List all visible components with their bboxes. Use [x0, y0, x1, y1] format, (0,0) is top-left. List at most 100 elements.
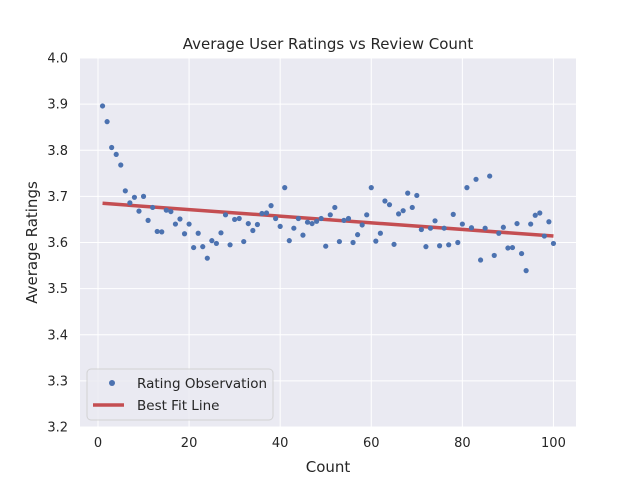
rating-point — [332, 204, 338, 211]
rating-point — [423, 244, 429, 250]
x-tick-label: 0 — [94, 436, 102, 451]
rating-point — [314, 218, 320, 224]
x-tick-label: 100 — [541, 436, 566, 451]
rating-point — [368, 185, 374, 191]
rating-point — [291, 225, 297, 231]
y-tick-label: 3.3 — [47, 374, 68, 389]
x-axis-title: Count — [306, 458, 351, 476]
y-tick-label: 3.4 — [47, 328, 68, 343]
rating-point — [222, 212, 229, 218]
rating-point — [227, 242, 233, 248]
rating-point — [204, 255, 210, 261]
rating-point — [273, 215, 279, 222]
rating-point — [309, 220, 315, 227]
y-tick-label: 3.9 — [47, 98, 68, 113]
rating-point — [359, 222, 365, 228]
rating-point — [532, 212, 538, 218]
rating-point — [145, 217, 151, 223]
best-fit-line — [102, 201, 554, 238]
rating-point — [546, 219, 552, 225]
rating-point — [327, 212, 333, 218]
rating-point — [336, 238, 342, 245]
rating-point — [446, 242, 452, 248]
rating-point — [254, 221, 261, 228]
x-tick-labels: 0 20 40 60 80 100 — [94, 436, 566, 451]
rating-point — [487, 173, 493, 179]
rating-point — [209, 238, 215, 244]
rating-point — [113, 151, 119, 158]
rating-point — [345, 215, 352, 222]
rating-point — [427, 225, 434, 231]
rating-point — [159, 229, 165, 235]
rating-point — [450, 211, 456, 217]
rating-point — [109, 144, 115, 151]
x-tick-label: 40 — [272, 436, 289, 451]
rating-point — [373, 238, 379, 244]
rating-point — [468, 225, 475, 231]
rating-point — [195, 230, 201, 236]
rating-point — [537, 210, 543, 216]
x-tick-label: 20 — [181, 436, 198, 451]
rating-point — [382, 198, 388, 204]
rating-point — [295, 215, 301, 222]
legend-box — [86, 368, 274, 421]
y-tick-label: 3.7 — [47, 190, 68, 205]
rating-point — [477, 257, 484, 263]
rating-point — [104, 119, 110, 125]
rating-point — [400, 208, 406, 214]
rating-point — [213, 240, 220, 247]
rating-point — [541, 233, 547, 239]
rating-point — [409, 204, 415, 211]
rating-point — [386, 202, 393, 208]
rating-point — [509, 244, 516, 251]
y-tick-labels: 3.2 3.3 3.4 3.5 3.6 3.7 3.8 3.9 4.0 — [47, 52, 68, 436]
rating-point — [191, 244, 197, 251]
rating-point — [177, 216, 183, 222]
rating-point — [118, 162, 124, 168]
rating-point — [127, 200, 133, 206]
rating-point — [304, 219, 311, 225]
rating-point — [377, 230, 383, 236]
y-tick-label: 3.5 — [47, 282, 68, 297]
y-tick-label: 3.8 — [47, 144, 68, 159]
rating-point — [432, 218, 438, 224]
rating-point — [528, 221, 534, 227]
rating-point — [464, 185, 470, 191]
rating-point — [395, 211, 402, 217]
rating-point — [491, 252, 497, 259]
legend-label-points: Rating Observation — [137, 376, 267, 392]
rating-point — [282, 185, 288, 191]
best-fit-series — [102, 201, 554, 238]
rating-point — [550, 240, 557, 247]
rating-observation-series — [99, 103, 557, 274]
rating-point — [459, 221, 465, 227]
y-tick-label: 3.2 — [47, 421, 68, 436]
y-tick-label: 3.6 — [47, 236, 68, 251]
rating-point — [286, 238, 292, 244]
rating-point — [505, 245, 511, 251]
rating-point — [514, 220, 520, 227]
rating-point — [323, 243, 329, 249]
rating-point — [186, 221, 192, 227]
rating-point — [150, 204, 156, 211]
rating-point — [277, 223, 283, 229]
rating-point — [523, 268, 529, 274]
rating-point — [436, 243, 443, 249]
rating-point — [518, 250, 525, 257]
y-axis-title: Average Ratings — [23, 181, 41, 304]
rating-point — [300, 232, 306, 238]
legend-label-line: Best Fit Line — [137, 398, 219, 414]
rating-point — [500, 224, 506, 230]
rating-point — [140, 193, 147, 199]
rating-point — [218, 230, 224, 236]
rating-point — [318, 215, 324, 222]
y-tick-label: 4.0 — [47, 52, 68, 67]
rating-point — [99, 103, 106, 109]
rating-point — [441, 225, 447, 231]
rating-point — [136, 208, 142, 214]
rating-point — [122, 188, 128, 194]
rating-point — [236, 215, 242, 222]
chart-title: Average User Ratings vs Review Count — [183, 35, 474, 53]
rating-point — [200, 244, 206, 250]
